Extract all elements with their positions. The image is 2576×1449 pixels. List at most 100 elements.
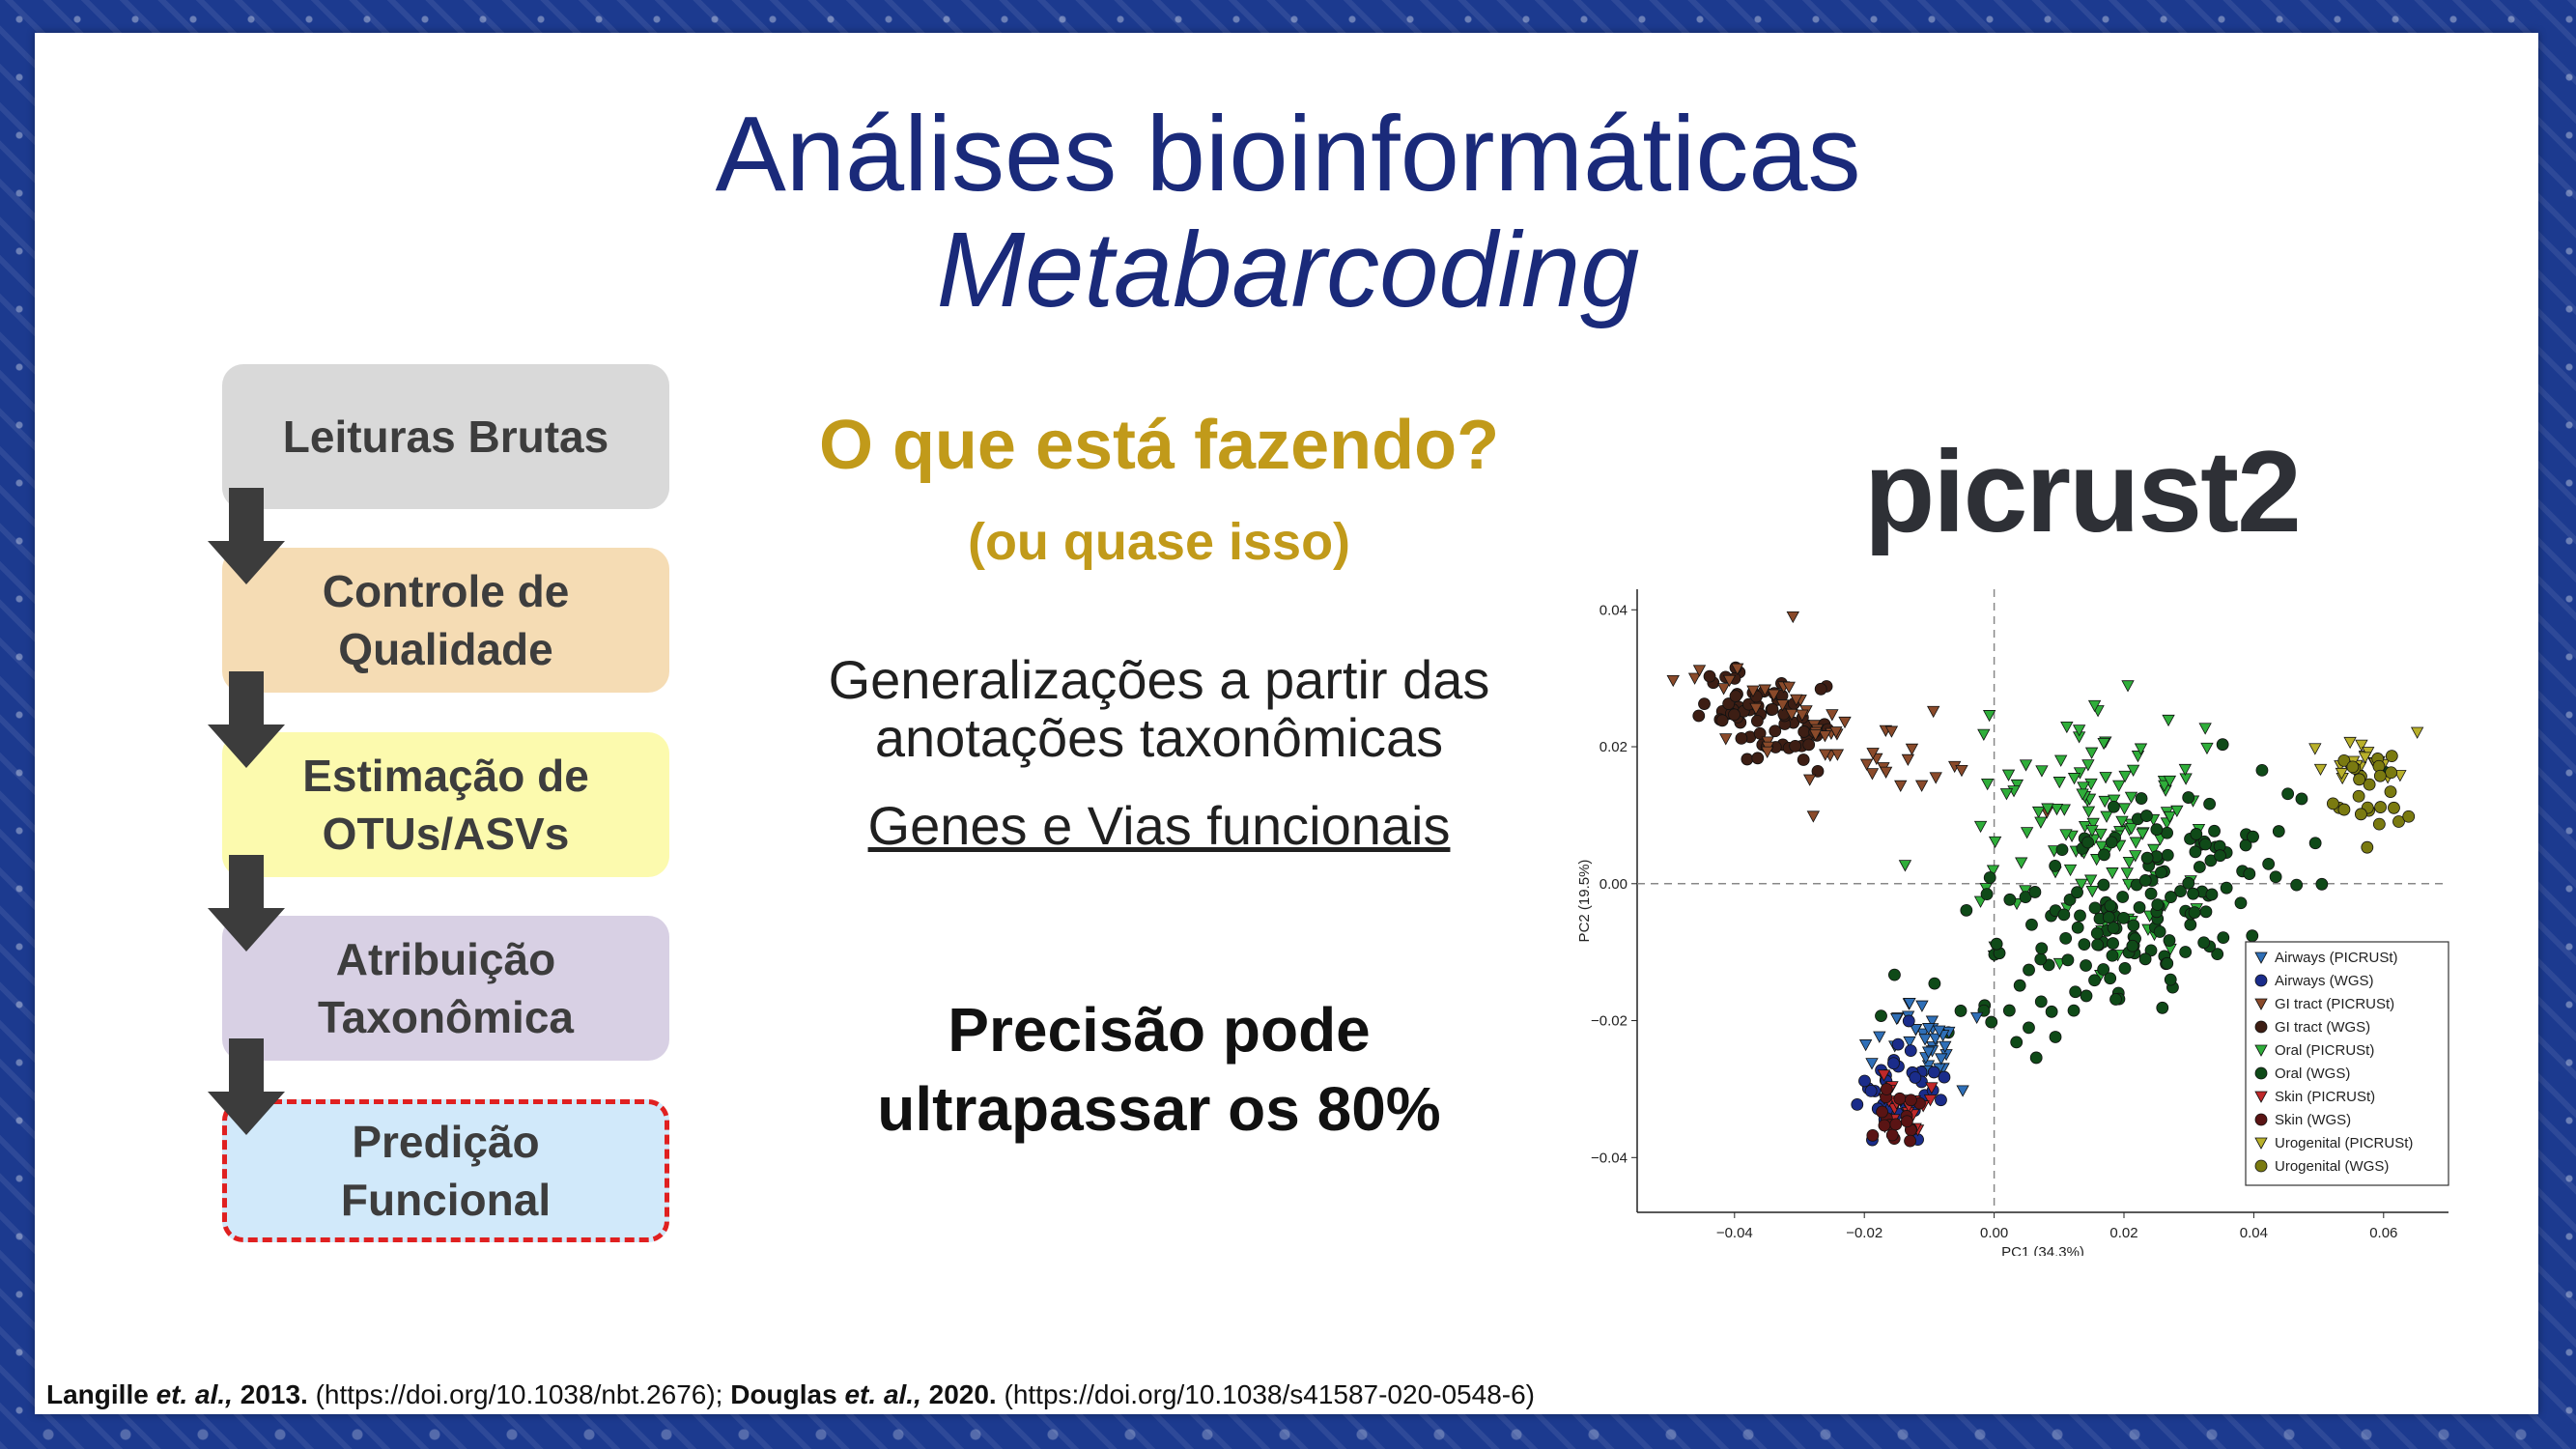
legend-label: Oral (PICRUSt) (2275, 1042, 2374, 1059)
data-point (2057, 908, 2071, 922)
data-point (2140, 810, 2153, 822)
data-point (2059, 931, 2073, 945)
data-point (1878, 1119, 1891, 1132)
data-point (1969, 1011, 1984, 1025)
data-point (2023, 1021, 2035, 1035)
down-arrow-icon (208, 671, 285, 768)
data-point (2074, 909, 2086, 923)
data-point (2081, 806, 2096, 818)
data-point (2053, 754, 2068, 767)
data-point (2136, 828, 2149, 840)
data-point (2025, 918, 2038, 931)
question-heading: O que está fazendo? (818, 407, 1500, 484)
data-point (1865, 1058, 1879, 1070)
data-point (2115, 815, 2129, 828)
data-point (2088, 901, 2102, 915)
data-point (2117, 803, 2132, 815)
data-point (2041, 803, 2054, 815)
data-point (1935, 1094, 1947, 1107)
data-point (1935, 1053, 1948, 1065)
step-taxonomic-assignment: Atribuição Taxonômica (222, 916, 669, 1061)
legend-label: GI tract (PICRUSt) (2275, 996, 2394, 1012)
data-point (2067, 1004, 2081, 1017)
data-point (2015, 857, 2028, 869)
data-point (2087, 699, 2102, 713)
data-point (1698, 697, 1711, 710)
data-point (1927, 705, 1940, 719)
data-point (2372, 817, 2386, 831)
data-point (1692, 709, 1706, 723)
data-point (2084, 747, 2099, 759)
data-point (1884, 725, 1899, 738)
slide-title: Análises bioinformáticas (715, 95, 1861, 213)
ref-et-al-2: et. al., (844, 1379, 921, 1409)
data-point (1866, 748, 1880, 760)
data-point (2392, 815, 2405, 828)
ref-doi-1[interactable]: (https://doi.org/10.1038/nbt.2676); (315, 1379, 723, 1409)
data-point (1914, 780, 1929, 792)
data-point (2246, 929, 2259, 943)
data-point (1900, 1115, 1913, 1128)
data-point (2211, 948, 2224, 961)
data-point (1865, 768, 1880, 781)
data-point (2126, 939, 2139, 952)
legend-label: Urogenital (PICRUSt) (2275, 1135, 2413, 1151)
data-point (1789, 739, 1802, 753)
data-point (2031, 806, 2046, 819)
data-point (2077, 781, 2090, 794)
x-tick-label: 0.00 (1980, 1225, 2008, 1241)
data-point (1722, 697, 1736, 710)
data-point (2107, 922, 2120, 934)
data-point (2214, 849, 2226, 863)
data-point (1955, 765, 1968, 778)
data-point (1928, 1033, 1942, 1045)
data-point (2150, 823, 2164, 837)
ref-year-2: 2020. (928, 1379, 997, 1409)
data-point (2358, 752, 2372, 764)
data-point (1928, 977, 1941, 990)
data-point (2063, 893, 2077, 906)
data-point (2151, 898, 2165, 911)
data-point (1876, 1105, 1888, 1119)
data-point (1921, 1023, 1936, 1036)
data-point (2069, 985, 2082, 999)
chart-legend (2245, 941, 2449, 1186)
legend-marker (2254, 1137, 2268, 1150)
data-point (2049, 859, 2062, 872)
data-point (1864, 1085, 1878, 1097)
genes-pathways-link[interactable]: Genes e Vias funcionais (867, 795, 1451, 856)
data-point (1802, 774, 1817, 786)
data-point (1981, 778, 1995, 791)
data-point (1741, 753, 1754, 766)
data-point (1766, 702, 1779, 716)
data-point (2097, 878, 2110, 892)
generalization-line2: anotações taxonômicas (874, 707, 1444, 768)
data-point (2144, 887, 2158, 900)
data-point (2208, 824, 2221, 838)
ref-author-1: Langille (46, 1379, 149, 1409)
data-point (2063, 864, 2078, 877)
data-point (1915, 1000, 1929, 1012)
data-point (2205, 888, 2219, 901)
data-point (2373, 769, 2387, 782)
ref-doi-2[interactable]: (https://doi.org/10.1038/s41587-020-0548… (1004, 1379, 1536, 1409)
data-point (1905, 1094, 1917, 1107)
data-point (1891, 1037, 1905, 1051)
data-point (1888, 968, 1901, 981)
data-point (2170, 805, 2184, 818)
data-point (2075, 878, 2088, 891)
data-point (1973, 820, 1988, 834)
data-point (1893, 1092, 1907, 1105)
data-point (1838, 716, 1852, 729)
data-point (2003, 893, 2017, 906)
data-point (1728, 708, 1741, 722)
y-tick-label: 0.02 (1599, 739, 1628, 755)
ref-et-al-1: et. al., (156, 1379, 233, 1409)
data-point (2153, 925, 2166, 938)
slide-subtitle: Metabarcoding (936, 211, 1640, 329)
step-label: Estimação de OTUs/ASVs (302, 751, 589, 859)
data-point (2035, 942, 2049, 955)
data-point (2097, 737, 2110, 751)
step-label: Leituras Brutas (282, 412, 609, 462)
data-point (2098, 795, 2111, 809)
